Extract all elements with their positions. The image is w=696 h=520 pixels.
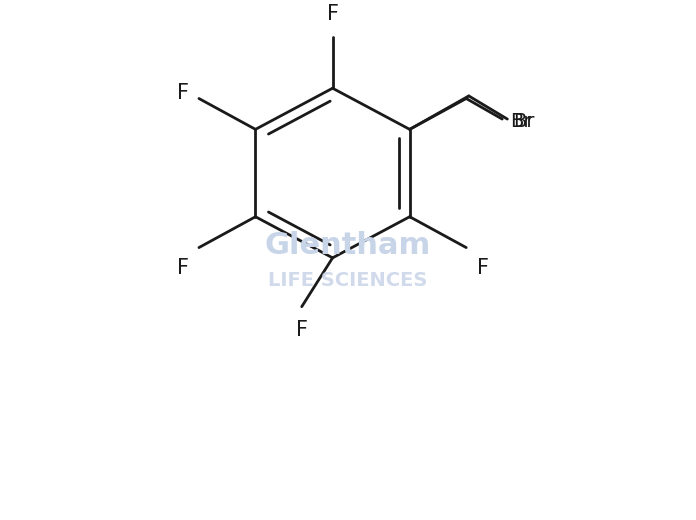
Text: Glentham: Glentham xyxy=(265,230,431,259)
Text: F: F xyxy=(296,319,308,340)
Text: F: F xyxy=(326,4,338,24)
Text: Br: Br xyxy=(514,112,535,131)
Text: F: F xyxy=(177,83,189,103)
Text: Br: Br xyxy=(510,112,532,131)
Text: LIFE SCIENCES: LIFE SCIENCES xyxy=(269,271,427,291)
Text: F: F xyxy=(477,258,489,278)
Text: F: F xyxy=(177,258,189,278)
